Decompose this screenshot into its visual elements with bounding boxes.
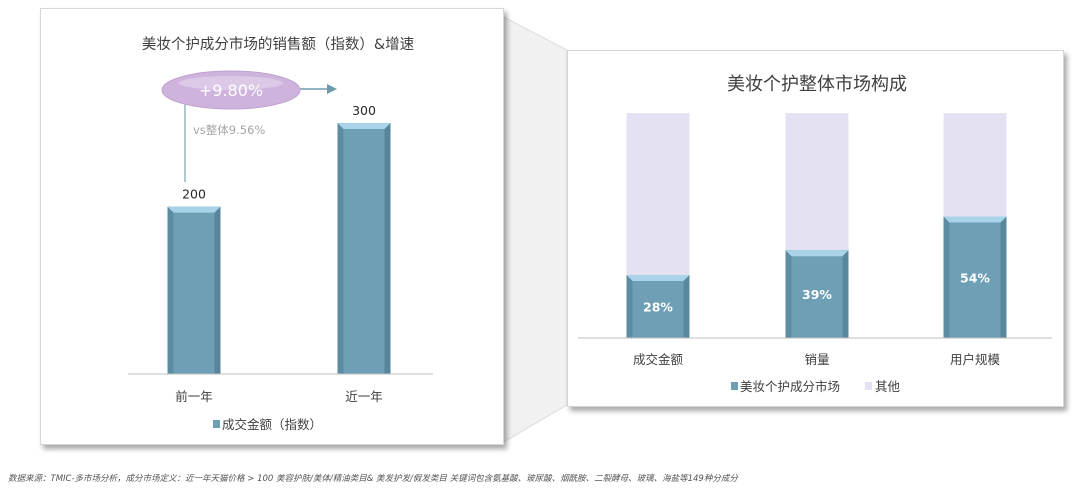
x-tick-label: 用户规模 bbox=[950, 352, 1001, 367]
bar-left-bevel bbox=[337, 123, 344, 374]
bar-left-bevel bbox=[943, 216, 950, 338]
bar-segment-ingredient-market bbox=[626, 275, 690, 338]
bar-top-bevel bbox=[785, 250, 849, 257]
bar-segment-other bbox=[943, 113, 1007, 217]
chart-title: 美妆个护成分市场的销售额（指数）&增速 bbox=[142, 36, 414, 53]
bar-right-bevel bbox=[683, 275, 690, 338]
legend-label: 成交金额（指数） bbox=[222, 417, 322, 432]
bar-value-label: 54% bbox=[960, 270, 990, 285]
bar-right-bevel bbox=[842, 250, 849, 338]
bar-value-label: 200 bbox=[182, 187, 206, 202]
bar-left-bevel bbox=[167, 206, 174, 374]
growth-arrow-head bbox=[327, 84, 337, 94]
bar-left-bevel bbox=[785, 250, 792, 338]
sales-index-chart-panel: 美妆个护成分市场的销售额（指数）&增速 200 前一年 300 近一年 +9.80% … bbox=[40, 8, 504, 445]
legend-swatch bbox=[213, 420, 220, 428]
stacked-bar-销量 bbox=[785, 113, 849, 338]
x-tick-label: 近一年 bbox=[345, 389, 383, 404]
bar-top-bevel bbox=[167, 206, 221, 213]
bar-top-bevel bbox=[626, 275, 690, 281]
growth-compare-note: vs整体9.56% bbox=[193, 123, 265, 137]
bar-right-bevel bbox=[1000, 216, 1007, 338]
market-composition-chart-panel: 美妆个护整体市场构成 28% 成交金额 39% 销量 54% 用户规模 美妆个护成分市场 … bbox=[567, 50, 1064, 407]
bar-right-bevel bbox=[214, 206, 221, 374]
data-source-footnote: 数据来源：TMIC-多市场分析，成分市场定义：近一年天猫价格 > 100 美容护… bbox=[8, 474, 738, 484]
x-tick-label: 前一年 bbox=[175, 389, 213, 404]
legend-label-other: 其他 bbox=[875, 379, 901, 394]
bar-segment-other bbox=[626, 113, 690, 275]
bar-前一年 bbox=[167, 206, 221, 374]
bar-left-bevel bbox=[626, 275, 633, 338]
legend-swatch-other bbox=[865, 382, 872, 390]
bar-body bbox=[337, 123, 391, 374]
bar-value-label: 300 bbox=[352, 103, 376, 118]
bar-top-bevel bbox=[337, 123, 391, 129]
bar-segment-ingredient-market bbox=[785, 250, 849, 338]
bar-segment-ingredient-market bbox=[943, 216, 1007, 338]
legend-label-segment: 美妆个护成分市场 bbox=[740, 379, 840, 394]
bar-segment-other bbox=[785, 113, 849, 251]
stacked-bar-用户规模 bbox=[943, 113, 1007, 338]
growth-rate-label: +9.80% bbox=[199, 81, 263, 100]
legend-swatch-segment bbox=[731, 382, 738, 390]
x-tick-label: 成交金额 bbox=[633, 352, 684, 367]
bar-value-label: 39% bbox=[802, 287, 832, 302]
bar-top-bevel bbox=[943, 216, 1007, 223]
chart-title: 美妆个护整体市场构成 bbox=[727, 74, 907, 95]
bar-value-label: 28% bbox=[643, 300, 673, 315]
bar-body bbox=[167, 206, 221, 374]
x-tick-label: 销量 bbox=[804, 352, 829, 367]
bar-right-bevel bbox=[384, 123, 391, 374]
bar-近一年 bbox=[337, 123, 391, 374]
stacked-bar-成交金额 bbox=[626, 113, 690, 338]
